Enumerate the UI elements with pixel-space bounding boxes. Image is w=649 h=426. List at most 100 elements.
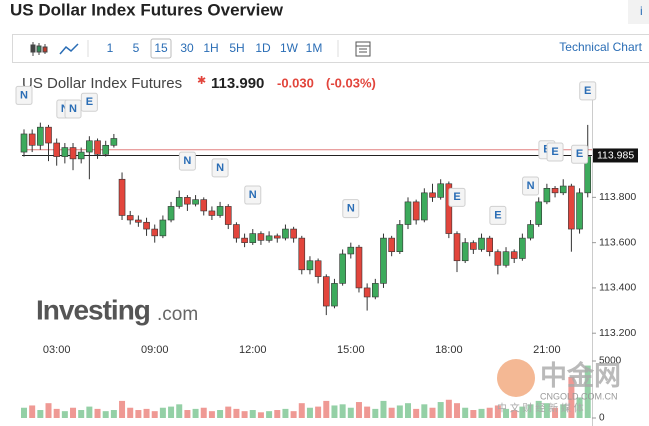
candle-body: [53, 142, 60, 157]
volume-bar: [323, 400, 330, 418]
volume-bar: [372, 408, 379, 418]
candle-body: [118, 178, 126, 216]
volume-bar: [168, 406, 175, 418]
volume-bar: [127, 407, 134, 418]
volume-bar: [176, 404, 183, 418]
volume-bar: [159, 407, 166, 418]
event-marker-label: N: [249, 189, 257, 201]
interval-button[interactable]: 1M: [306, 41, 323, 55]
interval-button[interactable]: 5: [133, 41, 140, 55]
volume-bar: [454, 403, 461, 418]
volume-bar: [257, 412, 264, 418]
event-marker: [522, 176, 540, 196]
candle-body: [380, 237, 387, 284]
volume-bar: [208, 411, 215, 418]
candle-body: [437, 183, 444, 198]
volume-bar: [143, 408, 150, 418]
candle-body: [363, 287, 371, 298]
candle-body: [576, 192, 583, 230]
volume-bar: [404, 403, 411, 418]
candle-body: [470, 242, 477, 250]
volume-bar: [478, 408, 485, 418]
event-marker: [489, 205, 507, 225]
candle-body: [559, 185, 567, 194]
volume-bar: [470, 410, 477, 418]
candle-body: [249, 233, 257, 243]
event-marker-label: E: [494, 209, 501, 221]
volume-bar: [535, 400, 542, 418]
asterisk-icon: ✱: [197, 75, 206, 87]
volume-bar: [568, 376, 575, 418]
last-price-label: 113.985: [597, 149, 634, 161]
candle-body: [347, 246, 355, 255]
instrument-name: US Dollar Index Futures: [22, 75, 182, 92]
interval-button[interactable]: 30: [180, 41, 194, 55]
candle-body: [143, 221, 150, 230]
event-marker-label: E: [576, 148, 583, 160]
interval-button[interactable]: 1H: [203, 41, 218, 55]
volume-bar: [217, 410, 224, 418]
candle-body: [265, 235, 273, 241]
line-icon[interactable]: [59, 43, 79, 55]
candle-body: [175, 197, 183, 207]
volume-bar: [298, 403, 305, 418]
volume-bar: [78, 410, 85, 418]
candle-body: [388, 237, 395, 252]
volume-tick-label: 0: [599, 413, 605, 424]
last-price-box: [593, 148, 638, 163]
volume-bar: [233, 408, 240, 418]
event-marker-label: N: [527, 180, 535, 192]
candle-body: [241, 237, 248, 243]
candle-body: [404, 201, 412, 225]
candle-body: [461, 242, 469, 262]
corner-tab: [628, 0, 649, 24]
interval-button[interactable]: 15: [154, 41, 168, 55]
cn-watermark-name: 中金网: [540, 360, 621, 391]
volume-bar: [135, 410, 142, 418]
table-icon[interactable]: [355, 41, 371, 57]
event-marker-label: E: [86, 96, 93, 108]
corner-tab-label[interactable]: i: [640, 4, 643, 18]
interval-button[interactable]: 1: [107, 41, 114, 55]
volume-bar: [70, 407, 77, 418]
volume-bar: [494, 405, 501, 418]
candle-body: [568, 185, 575, 230]
candle-body: [322, 276, 330, 307]
volume-bar: [94, 408, 101, 418]
y-tick-label: 113.400: [599, 282, 636, 294]
candle-body: [102, 144, 109, 155]
candle-body: [494, 251, 502, 266]
volume-bar: [282, 408, 289, 418]
candle-body: [510, 251, 518, 259]
candle-body: [519, 237, 526, 259]
interval-button[interactable]: 5H: [229, 41, 244, 55]
event-marker-label: N: [216, 162, 224, 174]
candle-icon[interactable]: [30, 42, 48, 56]
page-title: US Dollar Index Futures Overview: [10, 0, 284, 19]
volume-bar: [266, 411, 273, 418]
candle-body: [208, 210, 216, 216]
volume-bar: [45, 403, 52, 418]
candle-body: [412, 201, 420, 221]
volume-bar: [462, 407, 469, 418]
volume-bar: [519, 406, 526, 418]
volume-bar: [486, 407, 493, 418]
candle-body: [216, 206, 224, 216]
candle-body: [184, 197, 191, 205]
event-marker: [448, 187, 466, 207]
interval-button[interactable]: 1D: [255, 41, 271, 55]
candle-body: [551, 188, 559, 194]
volume-bar: [184, 410, 191, 418]
volume-bar: [576, 397, 583, 418]
volume-bar: [151, 411, 158, 418]
candle-body: [372, 283, 379, 298]
volume-bar: [290, 411, 297, 418]
interval-button[interactable]: 1W: [280, 41, 299, 55]
volume-bar: [274, 410, 281, 418]
event-marker: [546, 142, 564, 162]
candle-body: [69, 147, 77, 160]
volume-bar: [21, 407, 27, 418]
technical-chart-link[interactable]: Technical Chart: [559, 40, 642, 54]
event-marker-label: N: [183, 155, 191, 167]
candle-body: [77, 151, 85, 160]
